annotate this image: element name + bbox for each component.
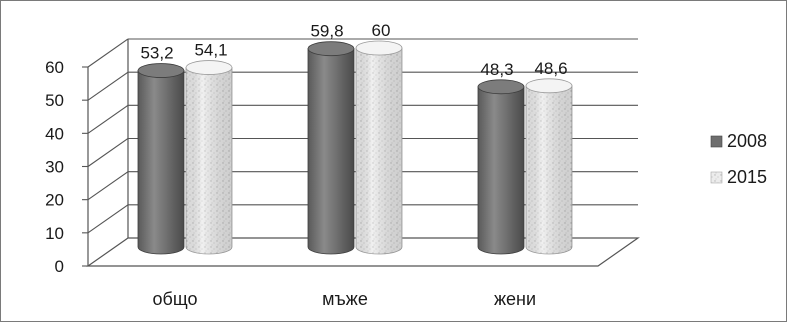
y-tick-label: 60 [45,58,64,77]
bar-shading [186,67,232,255]
data-label: 60 [372,21,391,40]
y-tick-label: 0 [55,257,64,276]
gridline-side [87,104,129,134]
bar-shading [356,48,402,254]
x-axis: общо мъже жени [153,289,537,309]
legend: 2008 2015 [710,131,767,187]
gridline-side [87,38,129,68]
x-tick-label: общо [153,289,198,309]
x-tick-label: мъже [322,289,368,309]
bar-top [185,60,233,75]
y-tick-label: 50 [45,91,64,110]
bar-top [137,63,185,78]
gridline-side [87,71,129,101]
bar-top [355,40,403,56]
bar-top [307,41,355,57]
y-tick-label: 40 [45,124,64,143]
gridline-side [87,138,129,167]
x-tick-label: жени [494,289,536,309]
y-tick-label: 10 [45,224,64,243]
data-label: 59,8 [310,22,343,41]
data-label: 48,6 [534,59,567,78]
data-label: 54,1 [194,41,227,60]
bar-top [525,78,573,94]
bars: 53,2 54,1 59,8 60 48,3 48,6 [137,21,573,255]
legend-label: 2015 [727,167,767,187]
bar [137,70,185,255]
bar-shading [526,85,572,254]
y-tick-label: 30 [45,158,64,177]
bar-top [477,79,525,95]
y-axis: 0 10 20 30 40 50 60 [45,58,88,276]
data-label: 53,2 [140,44,173,63]
gridline-side [87,204,129,234]
legend-label: 2008 [727,131,767,151]
gridline-side [87,171,129,201]
legend-swatch [710,135,723,148]
bar [307,48,355,255]
floor-plane [86,237,640,267]
y-tick-label: 20 [45,191,64,210]
data-label: 48,3 [480,60,513,79]
legend-swatch [710,171,723,184]
bar [477,86,525,255]
